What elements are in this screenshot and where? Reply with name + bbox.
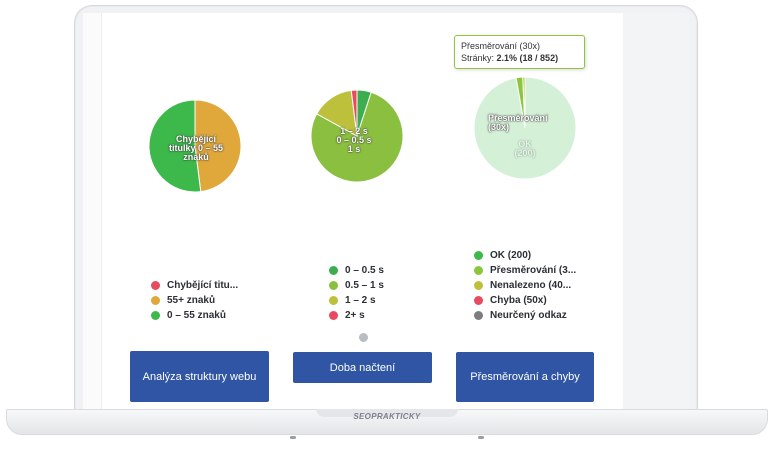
- pie-label-line: 0 – 0.5 s: [336, 135, 372, 145]
- pie-svg-titles[interactable]: [148, 99, 242, 193]
- pie-label-line: Přesměrování: [488, 113, 548, 123]
- legend-dot-icon: [329, 266, 338, 275]
- pie-slice-0-55-znak-[interactable]: [148, 99, 202, 193]
- legend-item[interactable]: Chyba (50x): [474, 293, 576, 308]
- pie-chart-status[interactable]: [473, 76, 577, 180]
- pie-slice-55-znak-[interactable]: [194, 99, 242, 193]
- brand-logo: SEOPRAKTICKY: [353, 412, 421, 421]
- tooltip-title: Přesměrování (30x): [461, 41, 541, 51]
- chart-tooltip: Přesměrování (30x) Stránky: 2.1% (18 / 8…: [454, 35, 585, 69]
- legend-label: 1 – 2 s: [345, 295, 376, 306]
- legend-dot-icon: [329, 281, 338, 290]
- legend-dot-icon: [329, 311, 338, 320]
- screen-gutter: [623, 13, 689, 410]
- legend-dot-icon: [151, 281, 160, 290]
- legend-label: 0.5 – 1 s: [345, 280, 384, 291]
- load-time-button[interactable]: Doba načtení: [293, 352, 432, 383]
- legend-dot-icon: [474, 311, 483, 320]
- legend-dot-icon: [329, 296, 338, 305]
- screen-edge: [83, 13, 102, 410]
- carousel-dot[interactable]: [359, 333, 368, 342]
- pie-label-line: (30x): [488, 122, 510, 132]
- pie-slice-0-5-1-s[interactable]: [310, 91, 404, 183]
- tooltip-label: Stránky:: [461, 53, 495, 63]
- legend-label: 0 – 0.5 s: [345, 265, 384, 276]
- legend-item[interactable]: Nenalezeno (40...: [474, 278, 576, 293]
- legend-load-time: 0 – 0.5 s 0.5 – 1 s 1 – 2 s 2+ s: [329, 263, 384, 323]
- structure-analysis-button[interactable]: Analýza struktury webu: [130, 351, 269, 402]
- tooltip-value: 2.1% (18 / 852): [496, 53, 559, 63]
- pie-label-line: 1 s: [347, 144, 361, 154]
- legend-item[interactable]: 1 – 2 s: [329, 293, 384, 308]
- pie-label-redirects: Přesměrování (30x): [488, 114, 558, 132]
- legend-dot-icon: [474, 266, 483, 275]
- legend-dot-icon: [474, 296, 483, 305]
- laptop-notch: [316, 409, 458, 417]
- legend-label: 55+ znaků: [167, 295, 216, 306]
- legend-label: Nenalezeno (40...: [490, 280, 572, 291]
- legend-label: Chybějící titu...: [167, 280, 239, 291]
- pie-label-line: 1 – 2 s: [340, 126, 368, 136]
- pie-chart-titles[interactable]: [148, 99, 242, 193]
- pie-slice-nenalezeno-40x-[interactable]: [522, 76, 526, 129]
- legend-label: 2+ s: [345, 310, 365, 321]
- pie-label-line: (200): [514, 148, 536, 158]
- redirects-errors-button[interactable]: Přesměrování a chyby: [456, 352, 594, 402]
- laptop-foot: [290, 436, 296, 439]
- legend-dot-icon: [151, 296, 160, 305]
- legend-item[interactable]: 0 – 0.5 s: [329, 263, 384, 278]
- legend-item[interactable]: Chybějící titu...: [151, 278, 238, 293]
- tooltip-body: Stránky: 2.1% (18 / 852): [461, 52, 578, 64]
- legend-label: Chyba (50x): [490, 295, 547, 306]
- legend-titles: Chybějící titu... 55+ znaků 0 – 55 znaků: [151, 278, 238, 323]
- legend-status: OK (200) Přesměrování (3... Nenalezeno (40…: [474, 248, 576, 323]
- pie-svg-status[interactable]: [473, 76, 577, 180]
- legend-item[interactable]: Neurčený odkaz: [474, 308, 576, 323]
- legend-dot-icon: [151, 311, 160, 320]
- laptop-screen: [83, 13, 623, 410]
- legend-label: Přesměrování (3...: [490, 265, 577, 276]
- legend-item[interactable]: Přesměrování (3...: [474, 263, 576, 278]
- pie-label-titles: Chybějící titulky 0 – 55 znaků: [168, 134, 224, 162]
- legend-label: 0 – 55 znaků: [167, 310, 226, 321]
- legend-item[interactable]: 55+ znaků: [151, 293, 238, 308]
- pie-label-ok: OK (200): [513, 140, 537, 158]
- pie-label-load-time: 1 – 2 s 0 – 0.5 s 1 s: [334, 127, 374, 154]
- legend-dot-icon: [474, 251, 483, 260]
- legend-item[interactable]: 2+ s: [329, 308, 384, 323]
- legend-dot-icon: [474, 281, 483, 290]
- pie-chart-load-time[interactable]: [310, 89, 404, 183]
- legend-item[interactable]: 0 – 55 znaků: [151, 308, 238, 323]
- pie-svg-load-time[interactable]: [310, 89, 404, 183]
- legend-item[interactable]: OK (200): [474, 248, 576, 263]
- legend-label: Neurčený odkaz: [490, 310, 567, 321]
- pie-slice-2-s[interactable]: [350, 89, 358, 137]
- legend-label: OK (200): [490, 250, 532, 261]
- legend-item[interactable]: 0.5 – 1 s: [329, 278, 384, 293]
- laptop-foot: [478, 436, 484, 439]
- pie-label-line: OK: [518, 139, 532, 149]
